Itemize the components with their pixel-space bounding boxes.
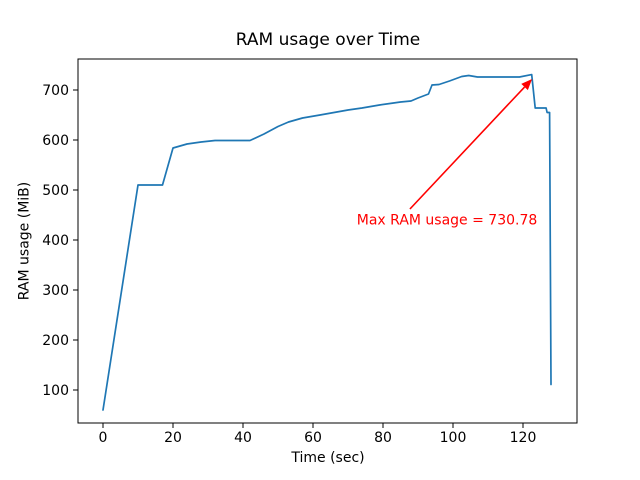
y-tick-label: 400 [42, 233, 69, 249]
max-ram-annotation: Max RAM usage = 730.78 [356, 212, 538, 229]
y-tick-label: 200 [42, 333, 69, 349]
y-tick-label: 100 [42, 383, 69, 399]
x-tick-label: 40 [234, 430, 252, 446]
x-tick-label: 0 [99, 430, 108, 446]
chart-title: RAM usage over Time [235, 30, 421, 50]
x-tick-label: 20 [164, 430, 182, 446]
x-axis-label: Time (sec) [291, 450, 365, 466]
x-tick-label: 80 [374, 430, 392, 446]
ram-usage-line [102, 73, 552, 411]
annotation-arrow-shaft [409, 86, 526, 210]
y-axis-label: RAM usage (MiB) [16, 181, 33, 301]
y-tick-label: 700 [42, 83, 69, 99]
y-tick-label: 300 [42, 283, 69, 299]
x-tick-label: 120 [510, 430, 537, 446]
x-tick-label: 60 [304, 430, 322, 446]
x-tick-label: 100 [440, 430, 467, 446]
y-tick-label: 500 [42, 183, 69, 199]
annotation-arrow-head [521, 79, 533, 91]
y-tick-label: 600 [42, 133, 69, 149]
axes-spines [77, 58, 578, 424]
